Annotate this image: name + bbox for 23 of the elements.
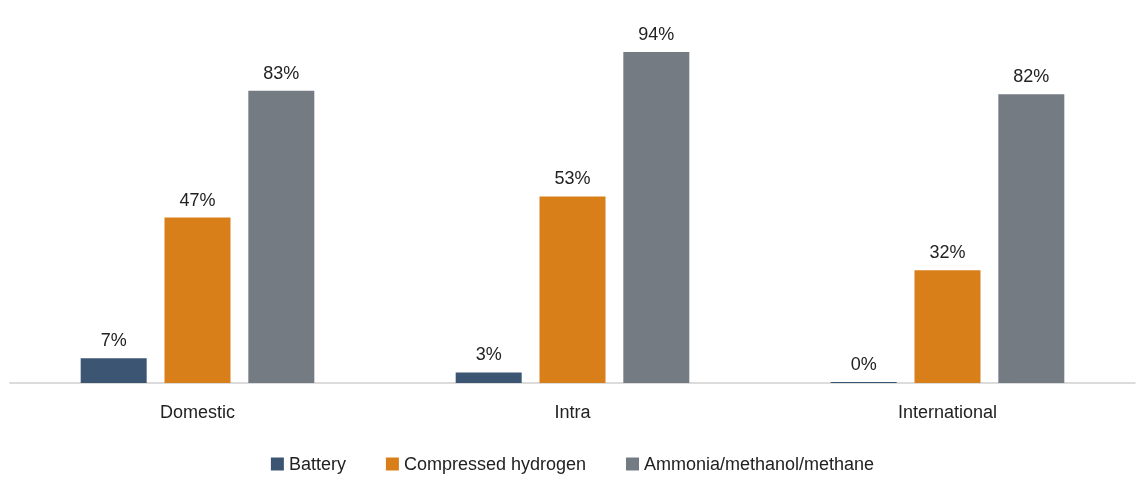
bar bbox=[455, 372, 522, 383]
bar bbox=[80, 358, 147, 383]
x-tick-label: International bbox=[897, 402, 998, 422]
data-label: 53% bbox=[554, 168, 591, 189]
x-tick-label: Domestic bbox=[159, 402, 236, 422]
data-label: 94% bbox=[638, 24, 675, 45]
data-label: 47% bbox=[179, 189, 216, 210]
bar bbox=[164, 217, 231, 383]
x-tick-label: Intra bbox=[554, 402, 592, 422]
data-label: 83% bbox=[263, 62, 300, 83]
legend-label: Ammonia/methanol/methane bbox=[644, 454, 875, 474]
data-label: 32% bbox=[929, 242, 966, 263]
data-label: 0% bbox=[850, 354, 877, 374]
bar bbox=[248, 90, 315, 383]
bar bbox=[914, 270, 981, 383]
bar bbox=[623, 52, 690, 383]
legend-label: Compressed hydrogen bbox=[403, 454, 587, 474]
data-label: 82% bbox=[1013, 66, 1050, 87]
bar bbox=[539, 196, 606, 383]
data-label: 7% bbox=[100, 330, 127, 351]
data-label: 3% bbox=[475, 344, 502, 365]
bar bbox=[998, 94, 1065, 383]
legend-label: Battery bbox=[288, 454, 346, 474]
